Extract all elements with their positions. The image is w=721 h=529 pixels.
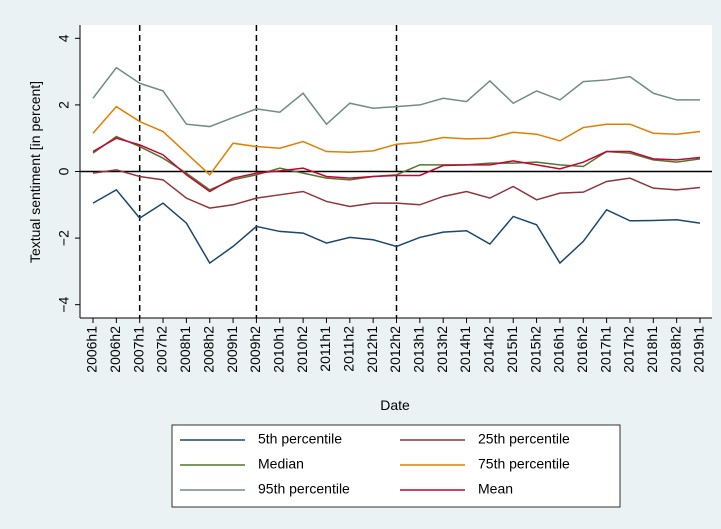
x-tick-label: 2009h1	[224, 326, 240, 373]
y-tick-label: −4	[56, 296, 72, 312]
x-tick-label: 2018h2	[667, 326, 683, 373]
y-tick-label: −2	[56, 230, 72, 246]
series-line	[92, 137, 701, 193]
legend	[171, 424, 621, 508]
legend-label: 75th percentile	[478, 456, 570, 472]
x-tick-label: 2013h1	[411, 326, 427, 373]
x-tick-label: 2017h2	[621, 326, 637, 373]
series-line	[92, 105, 701, 176]
y-axis-title: Textual sentiment [in percent]	[27, 81, 43, 263]
x-tick-label: 2012h2	[387, 326, 403, 373]
x-tick-label: 2009h2	[247, 326, 263, 373]
x-tick-label: 2012h1	[364, 326, 380, 373]
x-tick-label: 2011h1	[317, 326, 333, 372]
x-tick-label: 2015h1	[504, 326, 520, 373]
x-tick-label: 2016h2	[574, 326, 590, 373]
x-tick-label: 2014h1	[457, 326, 473, 373]
x-tick-label: 2019h1	[691, 326, 707, 373]
x-tick-label: 2013h2	[434, 326, 450, 373]
y-tick-label: 0	[56, 167, 72, 175]
y-tick-label: 2	[56, 101, 72, 109]
x-tick-label: 2010h2	[294, 326, 310, 373]
x-tick-label: 2007h2	[154, 326, 170, 373]
series-line	[92, 66, 700, 128]
legend-label: 95th percentile	[258, 481, 350, 497]
x-tick-label: 2008h2	[200, 326, 216, 373]
x-axis-title: Date	[380, 397, 410, 413]
x-tick-label: 2017h1	[597, 326, 613, 373]
y-tick-label: 4	[56, 34, 72, 42]
x-tick-label: 2008h1	[177, 326, 193, 373]
series-line	[92, 169, 701, 209]
x-tick-label: 2018h1	[644, 326, 660, 373]
x-tick-label: 2014h2	[481, 326, 497, 373]
series-line	[92, 188, 701, 265]
x-tick-label: 2010h1	[270, 326, 286, 373]
legend-label: Mean	[478, 481, 513, 497]
x-tick-label: 2006h2	[107, 326, 123, 373]
x-tick-label: 2011h2	[341, 326, 357, 372]
legend-label: 25th percentile	[478, 431, 570, 447]
x-tick-label: 2006h1	[84, 326, 100, 373]
x-tick-label: 2015h2	[527, 326, 543, 373]
legend-label: 5th percentile	[258, 431, 342, 447]
x-tick-label: 2007h1	[130, 326, 146, 373]
legend-label: Median	[258, 456, 304, 472]
x-tick-label: 2016h1	[551, 326, 567, 373]
